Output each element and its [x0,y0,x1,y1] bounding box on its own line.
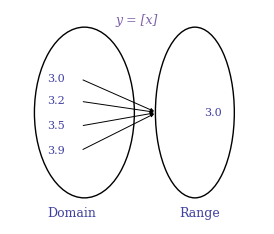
Text: 3.0: 3.0 [204,107,222,117]
Text: 3.2: 3.2 [47,96,65,106]
Text: Range: Range [180,207,221,220]
Text: 3.9: 3.9 [47,146,65,156]
Text: 3.5: 3.5 [47,121,65,131]
Text: Domain: Domain [47,207,96,220]
Text: 3.0: 3.0 [47,74,65,84]
Text: y = [x]: y = [x] [116,14,158,27]
